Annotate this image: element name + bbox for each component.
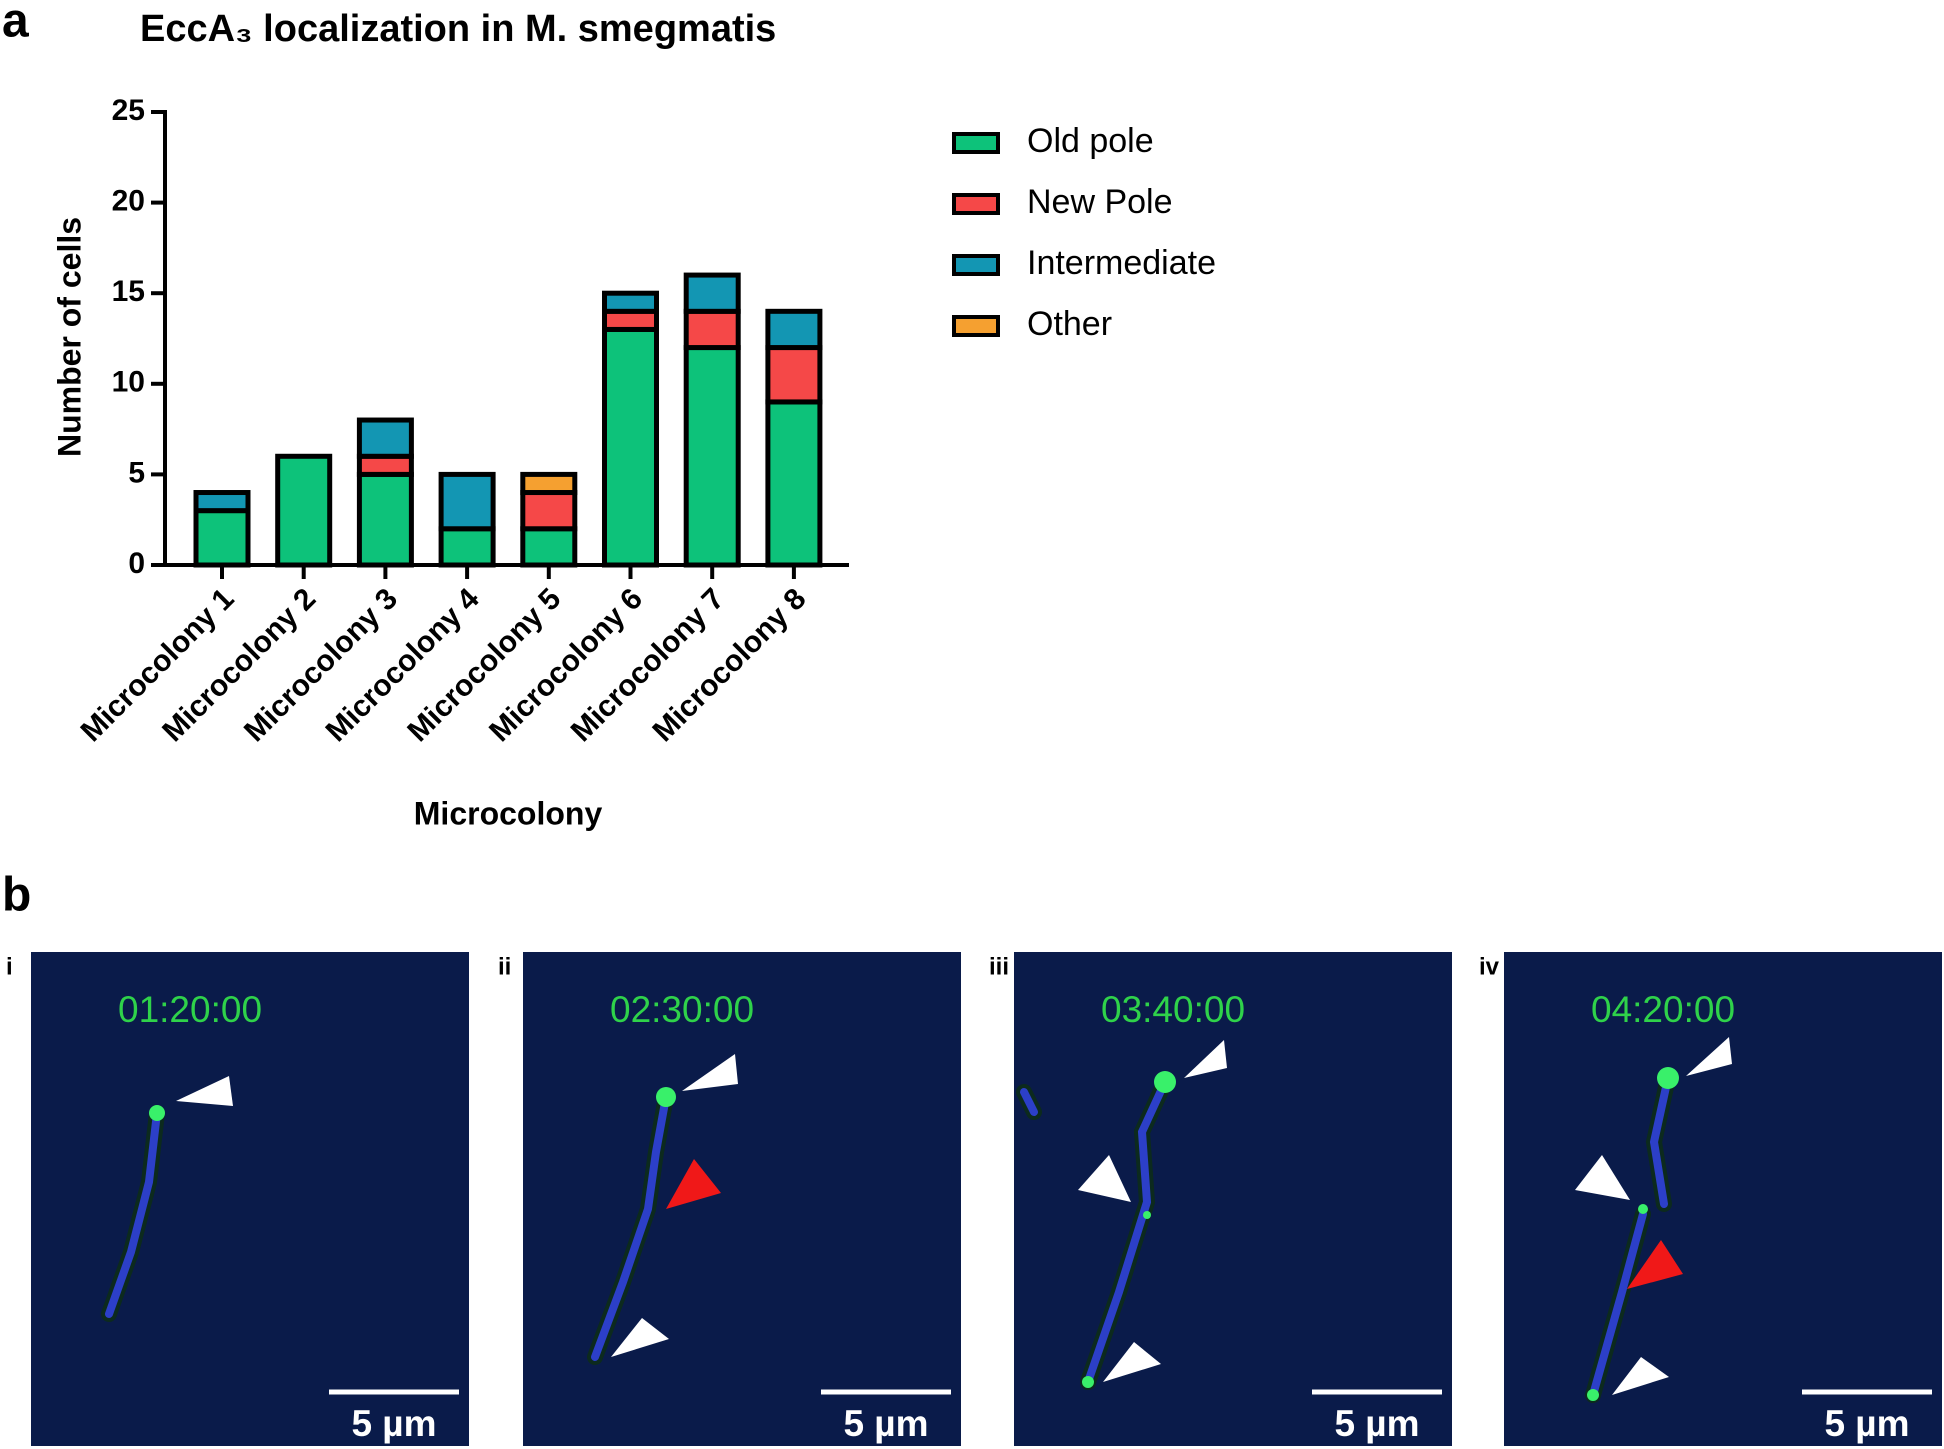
cell	[1589, 1210, 1647, 1399]
image-label: i	[6, 953, 13, 980]
timestamp: 02:30:00	[610, 989, 754, 1030]
micrograph: 01:20:00 5 µm	[31, 952, 469, 1446]
legend-label: Other	[1027, 305, 1112, 343]
arrowhead	[682, 1054, 738, 1091]
bar-segment	[765, 308, 823, 351]
bar-segment	[356, 471, 414, 568]
bar-segment	[356, 417, 414, 459]
micrograph: 04:20:00 5 µm	[1504, 952, 1942, 1446]
panel-label: b	[2, 869, 31, 922]
bar-segment	[275, 453, 333, 568]
arrowhead	[1078, 1155, 1131, 1202]
x-tick-label: Microcolony 8	[646, 582, 812, 748]
timestamp: 03:40:00	[1101, 989, 1245, 1030]
bar-segment	[765, 399, 823, 568]
legend-label: New Pole	[1027, 183, 1173, 221]
micrograph: 03:40:00 5 µm	[1014, 952, 1452, 1446]
bar-segment	[193, 508, 251, 568]
legend-swatch	[952, 193, 1000, 215]
cell	[105, 1109, 161, 1318]
arrowhead	[1627, 1240, 1683, 1289]
y-tick-label: 10	[112, 366, 145, 399]
image-label: ii	[498, 953, 511, 980]
bar-segment	[602, 290, 659, 314]
bar-segment	[683, 272, 741, 314]
arrowhead	[1103, 1342, 1161, 1382]
y-tick-label: 0	[128, 547, 145, 580]
fluorescent-focus	[1143, 1211, 1151, 1219]
bar-segment	[438, 526, 496, 568]
cell	[591, 1093, 670, 1361]
legend-swatch	[952, 132, 1000, 154]
arrowhead	[1184, 1040, 1227, 1078]
bar-segment	[520, 526, 578, 568]
legend-label: Intermediate	[1027, 244, 1216, 282]
bar-segment	[520, 490, 578, 532]
bar-segment	[520, 471, 578, 496]
image-label: iv	[1479, 953, 1500, 980]
y-tick-label: 5	[128, 456, 145, 489]
fluorescent-focus	[1587, 1389, 1599, 1401]
y-tick-label: 20	[112, 185, 145, 218]
y-tick-label: 25	[112, 94, 145, 127]
fluorescent-focus	[1657, 1067, 1679, 1089]
fluorescent-focus	[656, 1087, 676, 1107]
bar-segment	[765, 345, 823, 405]
bar-segment	[602, 308, 659, 332]
scale-bar-label: 5 µm	[843, 1403, 928, 1444]
bar-segment	[683, 308, 741, 351]
arrowhead	[176, 1076, 233, 1106]
bar-segment	[683, 345, 741, 568]
x-axis-label: Microcolony	[414, 795, 603, 831]
bar-segment	[356, 453, 414, 477]
arrowhead	[1575, 1155, 1630, 1200]
cell	[1020, 1088, 1038, 1116]
chart-title: EccA₃ localization in M. smegmatis	[140, 8, 776, 50]
micrograph-background	[31, 952, 469, 1446]
fluorescent-focus	[149, 1105, 165, 1121]
legend-swatch	[952, 315, 1000, 337]
scale-bar-label: 5 µm	[351, 1403, 436, 1444]
arrowhead	[611, 1318, 669, 1357]
fluorescent-focus	[1082, 1376, 1094, 1388]
micrograph: 02:30:00 5 µm	[523, 952, 961, 1446]
y-axis-label: Number of cells	[51, 217, 87, 457]
bar-segment	[602, 326, 659, 568]
timestamp: 04:20:00	[1591, 989, 1735, 1030]
scale-bar-label: 5 µm	[1824, 1403, 1909, 1444]
timestamp: 01:20:00	[118, 989, 262, 1030]
arrowhead	[1612, 1357, 1669, 1395]
arrowhead	[666, 1159, 721, 1209]
y-tick-label: 15	[112, 275, 145, 308]
bar-segment	[193, 490, 251, 514]
cell	[1649, 1074, 1672, 1208]
arrowhead	[1686, 1037, 1732, 1076]
fluorescent-focus	[1154, 1071, 1176, 1093]
panel-label: a	[2, 0, 29, 48]
image-label: iii	[989, 953, 1009, 980]
cell	[1084, 1078, 1169, 1386]
fluorescent-focus	[1638, 1204, 1648, 1214]
bar-segment	[438, 471, 496, 532]
micrograph-background	[1504, 952, 1942, 1446]
scale-bar-label: 5 µm	[1334, 1403, 1419, 1444]
legend-label: Old pole	[1027, 122, 1154, 160]
legend-swatch	[952, 254, 1000, 276]
